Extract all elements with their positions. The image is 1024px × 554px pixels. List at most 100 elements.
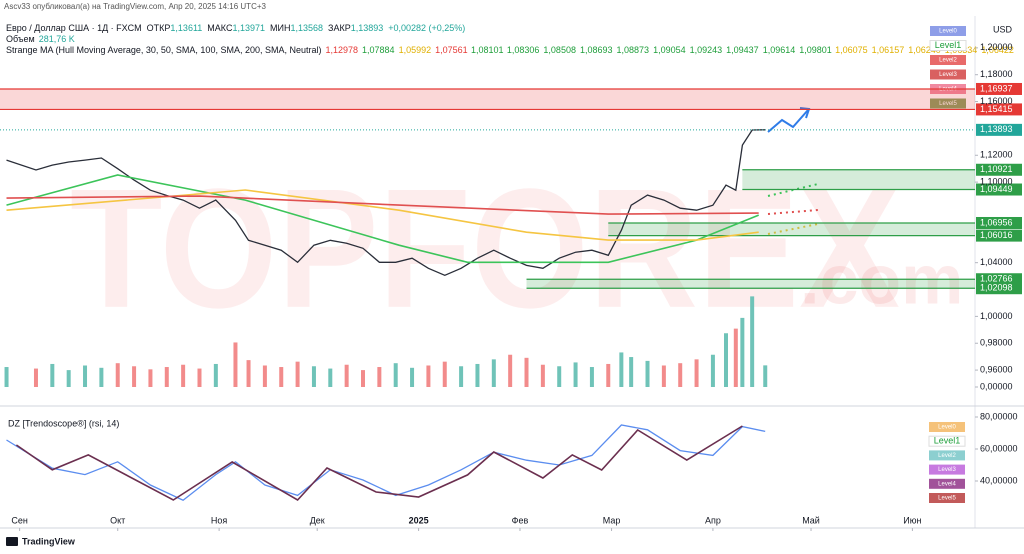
volume-bar — [50, 363, 55, 387]
volume-bar — [459, 366, 464, 387]
volume-bar — [295, 361, 300, 387]
x-tick-label: Апр — [705, 515, 721, 525]
y-tick-label: 60,00000 — [980, 443, 1018, 453]
volume-bar — [710, 354, 715, 387]
ma-value: 1,08306 — [507, 45, 540, 55]
legend-box — [930, 69, 966, 80]
y-tick-label: 1,04000 — [980, 257, 1013, 267]
level-zone — [526, 279, 975, 289]
y-tick-label: 40,00000 — [980, 475, 1018, 485]
series-line — [6, 424, 766, 501]
osc-label: DZ [Trendoscope®] (rsi, 14) — [8, 418, 119, 428]
level-label-box — [976, 183, 1022, 196]
x-tick-label: Ноя — [211, 515, 228, 525]
ma-value: 1,09801 — [799, 45, 832, 55]
series-line — [6, 174, 759, 264]
x-tick-label: Июн — [903, 515, 921, 525]
volume-bar — [524, 357, 529, 387]
volume-bar — [344, 364, 349, 387]
last-price-label: 1,13893 — [980, 124, 1013, 134]
volume-bar — [733, 328, 738, 387]
volume-bar — [629, 357, 634, 387]
volume-bar — [361, 370, 365, 387]
series-line — [6, 189, 759, 241]
volume-bar — [661, 365, 666, 387]
level-zone — [742, 169, 975, 190]
ma-value: 1,12978 — [325, 45, 358, 55]
legend-box — [929, 464, 965, 475]
quote-key: ОТКР — [147, 23, 171, 33]
volume-bar — [763, 365, 768, 387]
series-line — [15, 425, 743, 502]
y-tick-label: 1,00000 — [980, 311, 1013, 321]
ma-value: 1,06240 — [908, 45, 941, 55]
y-tick-label: 1,16000 — [980, 96, 1013, 106]
x-tick-label: Фев — [512, 515, 529, 525]
publisher: Ascv33 опубликовал(а) на TradingView.com… — [4, 2, 267, 11]
volume-bar — [328, 368, 333, 387]
volume-bar — [410, 367, 415, 387]
last-price-box — [976, 123, 1022, 136]
yellow-extension — [767, 223, 819, 235]
legend-label: Level3 — [938, 467, 956, 473]
level-zone — [0, 88, 975, 110]
legend-box — [929, 422, 965, 432]
ma-value: 1,08693 — [580, 45, 613, 55]
ma-value: 1,06075 — [835, 45, 868, 55]
ma-value: 1,05992 — [399, 45, 432, 55]
volume-bar — [311, 366, 316, 387]
legend-box — [928, 435, 966, 447]
legend-label: Level4 — [938, 481, 956, 487]
volume-bar — [475, 363, 480, 387]
volume-value: 281,76 K — [39, 34, 75, 44]
volume-bar — [197, 368, 202, 387]
volume-bar — [132, 366, 137, 387]
x-tick-label: Май — [802, 515, 820, 525]
volume-bar — [540, 364, 545, 387]
level-zone — [608, 222, 975, 236]
legend-label: Level0 — [938, 425, 956, 431]
volume-bar — [694, 359, 699, 387]
volume-bar — [246, 360, 251, 387]
ma-value: 1,08101 — [471, 45, 504, 55]
volume-label: Объем — [6, 34, 35, 44]
ma-value: 1,09614 — [763, 45, 796, 55]
quote-line: Евро / Доллар США · 1Д · FXCM ОТКР1,13611… — [6, 23, 465, 33]
ma-value: 1,06422 — [981, 45, 1014, 55]
y-tick-label: 1,10000 — [980, 176, 1013, 186]
level-label: 1,06956 — [980, 217, 1013, 227]
y-tick-label: 80,00000 — [980, 411, 1018, 421]
quote-value: 1,13971 — [232, 23, 265, 33]
y-tick-label: 1,18000 — [980, 69, 1013, 79]
ma-value: 1,08873 — [617, 45, 650, 55]
quote-change: +0,00282 (+0,25%) — [388, 23, 465, 33]
ma-value: 1,07884 — [362, 45, 395, 55]
legend-label: Level1 — [934, 436, 961, 446]
volume-bar — [33, 368, 38, 387]
level-label-box — [976, 282, 1022, 295]
volume-bar — [66, 370, 71, 387]
volume-bar — [491, 359, 496, 387]
legend-box — [929, 450, 965, 461]
level-label: 1,06016 — [980, 230, 1013, 240]
quote-value: 1,13568 — [290, 23, 323, 33]
volume-bar — [619, 352, 624, 387]
level-label: 1,10921 — [980, 164, 1013, 174]
ma-value: 1,09243 — [690, 45, 723, 55]
volume-bar — [164, 367, 169, 387]
volume-bar — [393, 363, 398, 387]
x-tick-label: 2025 — [409, 515, 429, 525]
x-tick-label: Сен — [11, 515, 28, 525]
series-line — [6, 129, 766, 277]
footer-brand: TradingView — [22, 536, 76, 546]
x-tick-label: Мар — [603, 515, 621, 525]
volume-bar — [740, 317, 745, 387]
volume-bar — [115, 363, 120, 387]
level-label: 1,09449 — [980, 184, 1013, 194]
ma-value: 1,08508 — [543, 45, 576, 55]
volume-bar — [426, 365, 431, 387]
volume-bar — [508, 354, 513, 387]
volume-bar — [557, 366, 562, 387]
volume-bar — [724, 333, 728, 387]
